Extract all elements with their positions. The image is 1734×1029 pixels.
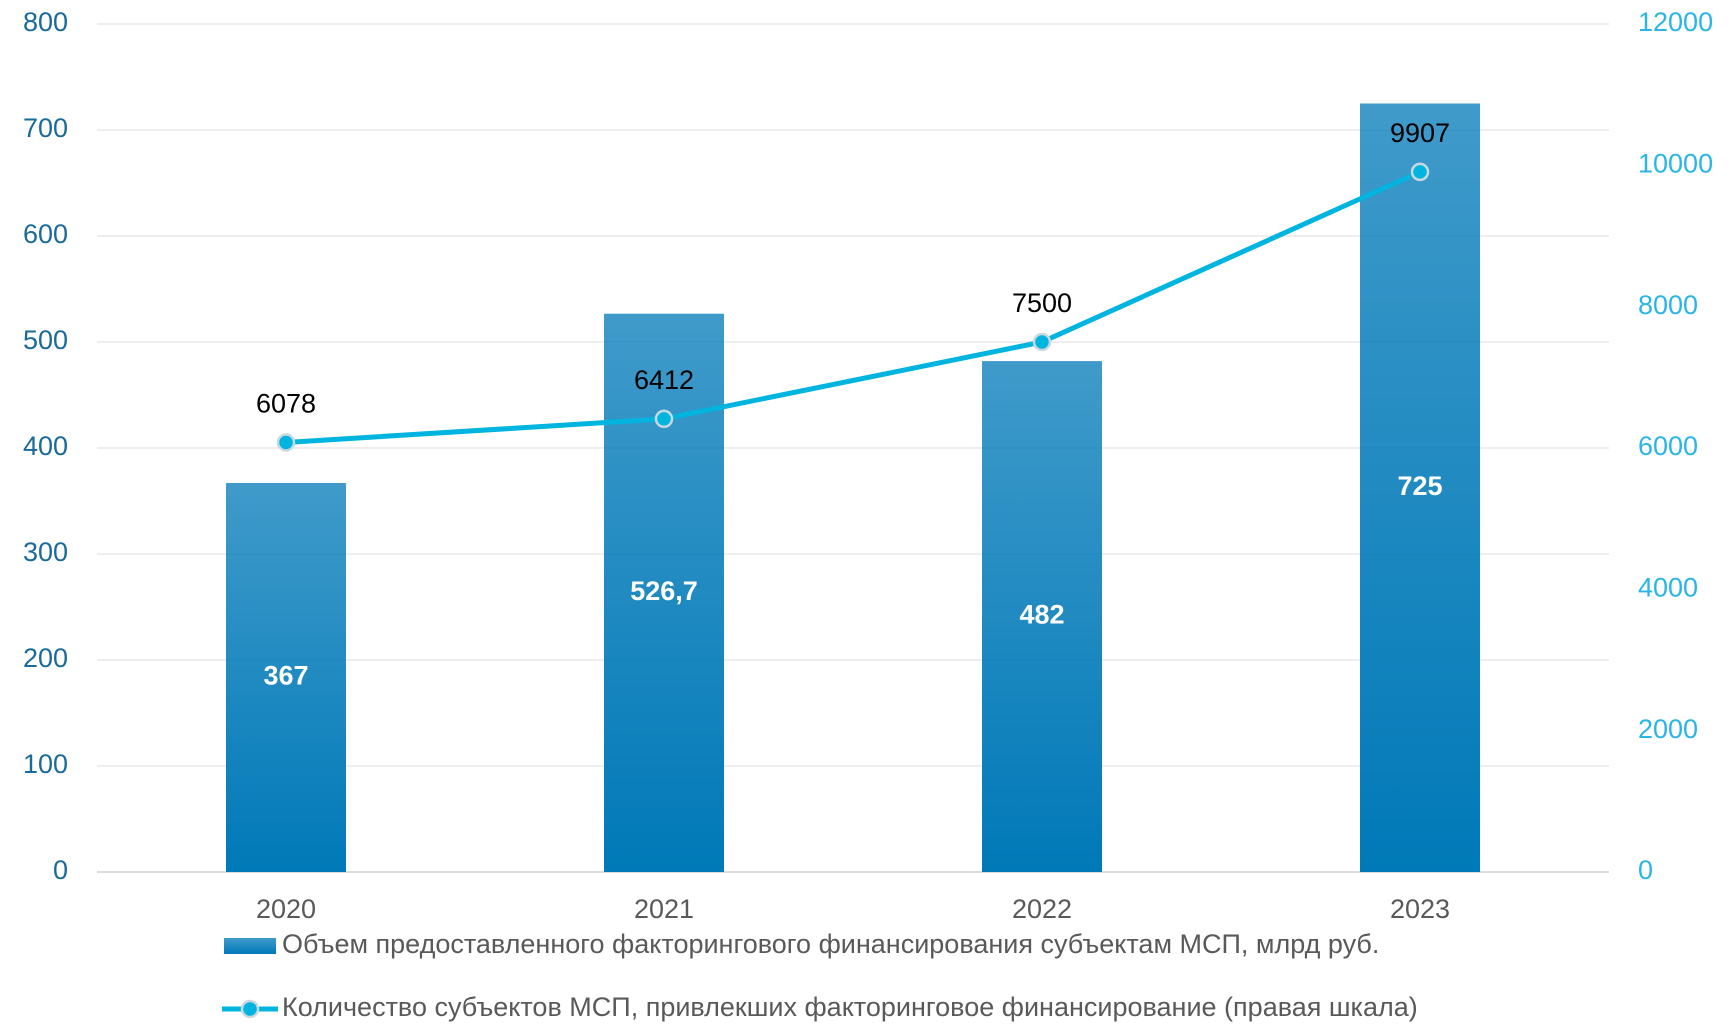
line-value-label: 7500 [1012, 288, 1072, 318]
y-tick-label: 300 [23, 537, 68, 567]
bar-value-label: 482 [1019, 600, 1064, 630]
line-value-label: 6078 [256, 389, 316, 419]
y2-tick-label: 2000 [1638, 714, 1698, 744]
y-tick-label: 600 [23, 219, 68, 249]
bar [226, 482, 346, 872]
line-value-label: 9907 [1390, 118, 1450, 148]
y2-tick-label: 12000 [1638, 7, 1713, 37]
line-point [1410, 162, 1430, 182]
bar-value-label: 367 [263, 661, 308, 691]
line-point [1032, 332, 1052, 352]
x-tick-label: 2022 [1012, 894, 1072, 924]
y-tick-label: 500 [23, 325, 68, 355]
line-point [654, 409, 674, 429]
y2-tick-label: 8000 [1638, 290, 1698, 320]
y2-tick-label: 0 [1638, 855, 1653, 885]
y2-tick-label: 6000 [1638, 431, 1698, 461]
y-tick-label: 200 [23, 643, 68, 673]
y2-tick-label: 4000 [1638, 572, 1698, 602]
bar [982, 361, 1102, 872]
y2-tick-label: 10000 [1638, 148, 1713, 178]
y-tick-label: 700 [23, 113, 68, 143]
legend-swatch [224, 938, 276, 954]
legend-label: Объем предоставленного факторингового фи… [282, 929, 1379, 959]
line [285, 169, 1422, 445]
legend-swatch-point [240, 999, 260, 1019]
bar [1360, 103, 1480, 872]
bar-value-label: 725 [1397, 471, 1442, 501]
line-value-label: 6412 [634, 365, 694, 395]
y-tick-label: 400 [23, 431, 68, 461]
bar-value-label: 526,7 [630, 576, 698, 606]
x-tick-label: 2023 [1390, 894, 1450, 924]
x-tick-label: 2020 [256, 894, 316, 924]
legend-label: Количество субъектов МСП, привлекших фак… [282, 992, 1418, 1022]
x-tick-label: 2021 [634, 894, 694, 924]
y-tick-label: 800 [23, 7, 68, 37]
bar [604, 313, 724, 872]
y-tick-label: 0 [53, 855, 68, 885]
y-tick-label: 100 [23, 749, 68, 779]
line-point [276, 433, 296, 452]
